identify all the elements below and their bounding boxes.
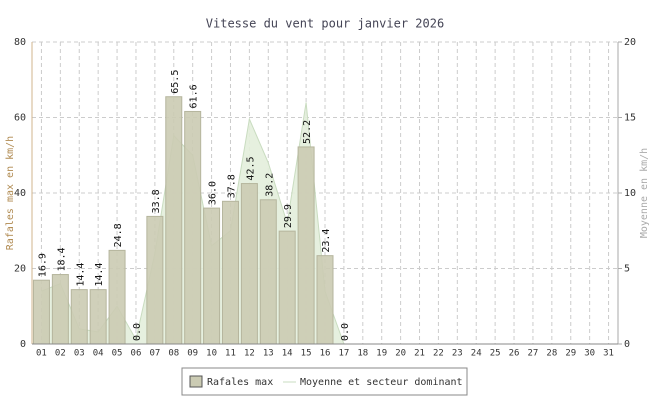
y2-tick-label: 10 (624, 188, 636, 199)
x-tick-label: 07 (149, 349, 160, 359)
value-label: 38.2 (264, 173, 275, 197)
x-tick-label: 29 (565, 349, 576, 359)
x-tick-label: 31 (603, 349, 614, 359)
x-tick-label: 11 (225, 349, 236, 359)
bar (108, 249, 126, 345)
y2-axis-label: Moyenne en km/h (639, 148, 650, 238)
y-axis-label: Rafales max en km/h (5, 136, 16, 250)
legend-label: Moyenne et secteur dominant (300, 377, 463, 388)
x-tick-label: 26 (509, 349, 520, 359)
x-tick-label: 24 (471, 349, 482, 359)
x-tick-label: 03 (74, 349, 85, 359)
bar (259, 199, 277, 345)
x-tick-label: 02 (55, 349, 66, 359)
x-tick-label: 27 (528, 349, 539, 359)
x-tick-label: 04 (93, 349, 104, 359)
value-label: 0.0 (340, 323, 351, 341)
bar (165, 96, 183, 345)
y-tick-label: 40 (14, 188, 26, 199)
bar (297, 146, 315, 345)
bar (146, 215, 164, 345)
legend-box (181, 367, 468, 396)
legend-swatch (189, 375, 203, 388)
y-tick-label: 0 (20, 339, 26, 350)
bar (32, 279, 50, 345)
x-tick-label: 12 (244, 349, 255, 359)
value-label: 14.4 (94, 263, 105, 287)
value-label: 42.5 (245, 156, 256, 180)
x-tick-label: 21 (414, 349, 425, 359)
x-tick-label: 13 (263, 349, 274, 359)
y-tick-label: 80 (14, 37, 26, 48)
x-tick-label: 18 (357, 349, 368, 359)
x-tick-label: 28 (546, 349, 557, 359)
x-tick-label: 10 (206, 349, 217, 359)
x-tick-label: 09 (187, 349, 198, 359)
x-tick-label: 22 (433, 349, 444, 359)
value-label: 37.8 (226, 174, 237, 198)
value-label: 52.2 (302, 120, 313, 144)
value-label: 36.0 (208, 181, 219, 205)
legend-label: Rafales max (207, 377, 273, 388)
bar (316, 255, 334, 345)
bar (184, 110, 202, 345)
value-label: 23.4 (321, 229, 332, 253)
y-tick-label: 60 (14, 113, 26, 124)
y2-tick-label: 5 (624, 264, 630, 275)
y-tick-label: 20 (14, 264, 26, 275)
bar (203, 207, 221, 345)
x-tick-label: 01 (36, 349, 47, 359)
value-label: 24.8 (113, 223, 124, 247)
x-tick-label: 08 (168, 349, 179, 359)
x-tick-label: 15 (301, 349, 312, 359)
value-label: 61.6 (189, 84, 200, 108)
x-tick-label: 25 (490, 349, 501, 359)
bar (221, 200, 239, 345)
bar (70, 289, 88, 345)
chart-title: Vitesse du vent pour janvier 2026 (206, 17, 444, 31)
x-tick-label: 14 (282, 349, 293, 359)
y2-tick-label: 20 (624, 37, 636, 48)
value-label: 14.4 (75, 263, 86, 287)
x-tick-label: 20 (395, 349, 406, 359)
value-label: 0.0 (132, 323, 143, 341)
value-label: 16.9 (37, 253, 48, 277)
x-tick-label: 06 (131, 349, 142, 359)
x-tick-label: 23 (452, 349, 463, 359)
value-label: 18.4 (56, 247, 67, 271)
value-label: 29.9 (283, 204, 294, 228)
x-tick-label: 19 (376, 349, 387, 359)
x-tick-label: 17 (338, 349, 349, 359)
value-label: 65.5 (170, 70, 181, 94)
bar (51, 274, 69, 345)
x-tick-label: 05 (112, 349, 123, 359)
y2-tick-label: 15 (624, 113, 636, 124)
value-label: 33.8 (151, 189, 162, 213)
bar (89, 289, 107, 345)
x-tick-label: 30 (584, 349, 595, 359)
x-tick-label: 16 (320, 349, 331, 359)
bar (240, 183, 258, 345)
y2-tick-label: 0 (624, 339, 630, 350)
bar (278, 230, 296, 345)
